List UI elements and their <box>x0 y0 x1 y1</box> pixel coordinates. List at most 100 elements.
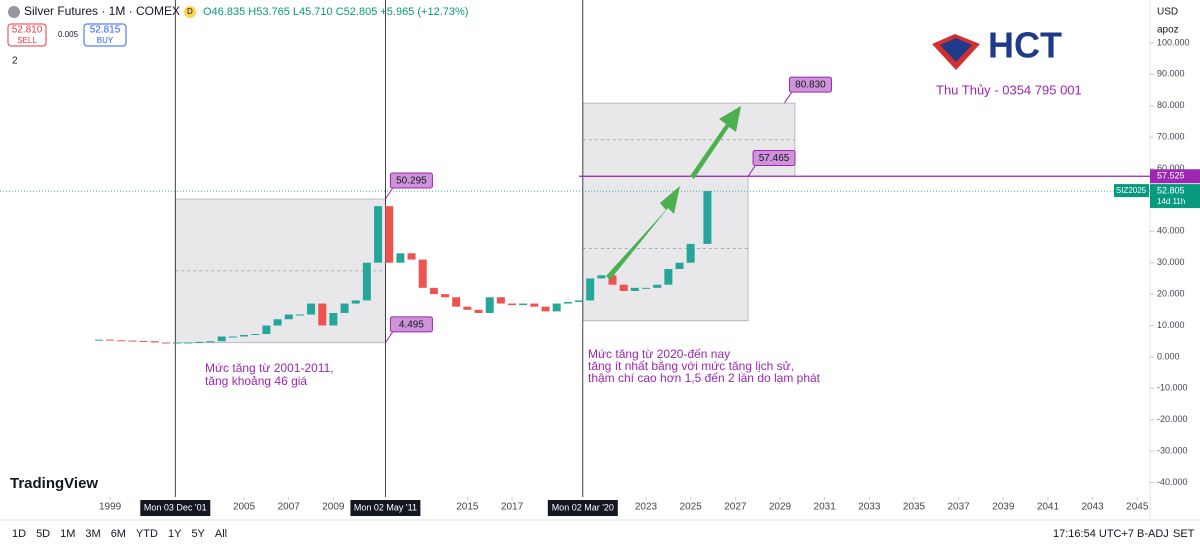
x-tick-label: 2039 <box>992 502 1015 513</box>
candle <box>184 342 193 344</box>
date-label: Mon 03 Dec '01 <box>144 502 207 512</box>
annotation: tăng ít nhất bằng với mức tăng lịch sử, <box>588 358 794 373</box>
candle <box>94 339 103 341</box>
symbol-label: SIZ2025 <box>1116 186 1147 195</box>
x-tick-label: 2029 <box>769 502 792 513</box>
price-tag-label: 57.465 <box>759 153 790 164</box>
candle <box>452 297 461 307</box>
symbol-tag <box>1114 184 1149 198</box>
spread: 0.005 <box>58 30 79 39</box>
session[interactable]: SET <box>1173 528 1195 540</box>
adjust[interactable]: B-ADJ <box>1137 528 1169 540</box>
x-tick-label: 2031 <box>814 502 837 513</box>
range-button[interactable]: 1M <box>60 528 75 540</box>
price-tag <box>788 76 832 93</box>
candle <box>653 284 662 288</box>
y-tick-label: -40.000 <box>1157 477 1188 487</box>
y-tick-label: 90.000 <box>1157 69 1185 79</box>
y-tick-label: 100.000 <box>1157 37 1190 47</box>
countdown: 14d 11h <box>1157 197 1185 206</box>
candle <box>508 303 517 306</box>
candle <box>441 294 450 298</box>
candle <box>563 301 572 304</box>
tag-pointer <box>385 186 394 200</box>
buy-label: BUY <box>97 36 114 45</box>
candle <box>284 314 293 320</box>
range-button[interactable]: All <box>215 528 227 540</box>
annotation: thậm chí cao hơn 1,5 đến 2 lần do lạm ph… <box>588 371 821 385</box>
sell-label: SELL <box>17 36 37 45</box>
candle <box>496 297 505 304</box>
candle <box>630 287 639 291</box>
range-button[interactable]: 1D <box>12 528 26 540</box>
candle <box>128 340 137 342</box>
annotation: Mức tăng từ 2001-2011, <box>205 361 334 375</box>
candle <box>686 243 695 263</box>
candle <box>396 253 405 263</box>
scale-mode[interactable]: apoz <box>1157 25 1179 36</box>
sell-price: 52.810 <box>12 25 43 36</box>
annotation: Mức tăng từ 2020-đến nay <box>588 347 730 361</box>
annotation: tăng khoảng 46 giá <box>205 374 307 388</box>
price-tag <box>752 149 796 166</box>
x-tick-label: 2025 <box>680 502 703 513</box>
buy-price: 52.815 <box>90 25 121 36</box>
brand: TradingView <box>10 475 98 492</box>
y-tick-label: 30.000 <box>1157 257 1185 267</box>
plot: 50.295 4.495 57.465 80.830 <box>0 0 1150 497</box>
tag-pointer <box>784 90 793 104</box>
price-tag <box>389 316 433 333</box>
buy-button[interactable] <box>83 23 127 47</box>
y-tick-label: 70.000 <box>1157 131 1185 141</box>
candle <box>329 312 338 326</box>
y-tick-label: -10.000 <box>1157 383 1188 393</box>
x-tick-label: 2027 <box>724 502 747 513</box>
y-tick-label: -30.000 <box>1157 446 1188 456</box>
candle <box>418 259 427 288</box>
date-label: Mon 02 Mar '20 <box>552 502 614 512</box>
candle <box>217 336 226 342</box>
sell-button[interactable] <box>7 23 47 47</box>
price-tag-label: 80.830 <box>795 80 826 91</box>
indicators-toggle[interactable]: 2 <box>12 56 18 67</box>
toolbar: 1D 5D 1M 3M 6M YTD 1Y 5Y All <box>12 528 227 540</box>
x-tick-label: 2009 <box>322 502 345 513</box>
candle <box>307 303 316 315</box>
range-button[interactable]: 5D <box>36 528 50 540</box>
range-button[interactable]: 1Y <box>168 528 182 540</box>
candle <box>262 325 271 335</box>
candle <box>429 287 438 295</box>
range-button[interactable]: 3M <box>85 528 100 540</box>
candle <box>362 262 371 301</box>
clock: 17:16:54 UTC+7 <box>1053 528 1134 540</box>
y-tick-label: 0.000 <box>1157 351 1180 361</box>
symbol[interactable]: Silver Futures · 1M · COMEX <box>24 4 180 18</box>
x-tick-label: 2005 <box>233 502 256 513</box>
y-tick-label: -20.000 <box>1157 414 1188 424</box>
arrow <box>690 106 741 179</box>
candle <box>150 341 159 343</box>
candle <box>139 340 148 342</box>
date-label-bg <box>547 500 618 516</box>
x-tick-label: 2033 <box>858 502 881 513</box>
y-tick-label: 60.000 <box>1157 163 1185 173</box>
range-button[interactable]: 6M <box>111 528 126 540</box>
range-button[interactable]: 5Y <box>191 528 205 540</box>
y-tick-label: 20.000 <box>1157 288 1185 298</box>
candle <box>407 253 416 260</box>
range-button[interactable]: YTD <box>136 528 158 540</box>
candle <box>474 309 483 313</box>
candle <box>340 303 349 313</box>
candle <box>575 300 584 302</box>
candle <box>273 319 282 326</box>
candle <box>703 191 712 244</box>
x-tick-label: 2023 <box>635 502 658 513</box>
candle <box>206 341 215 343</box>
candle <box>351 300 360 304</box>
candle <box>173 342 182 344</box>
candle <box>251 334 260 336</box>
y-tick-label: 10.000 <box>1157 320 1185 330</box>
currency[interactable]: USD <box>1157 7 1178 18</box>
candle <box>619 284 628 291</box>
